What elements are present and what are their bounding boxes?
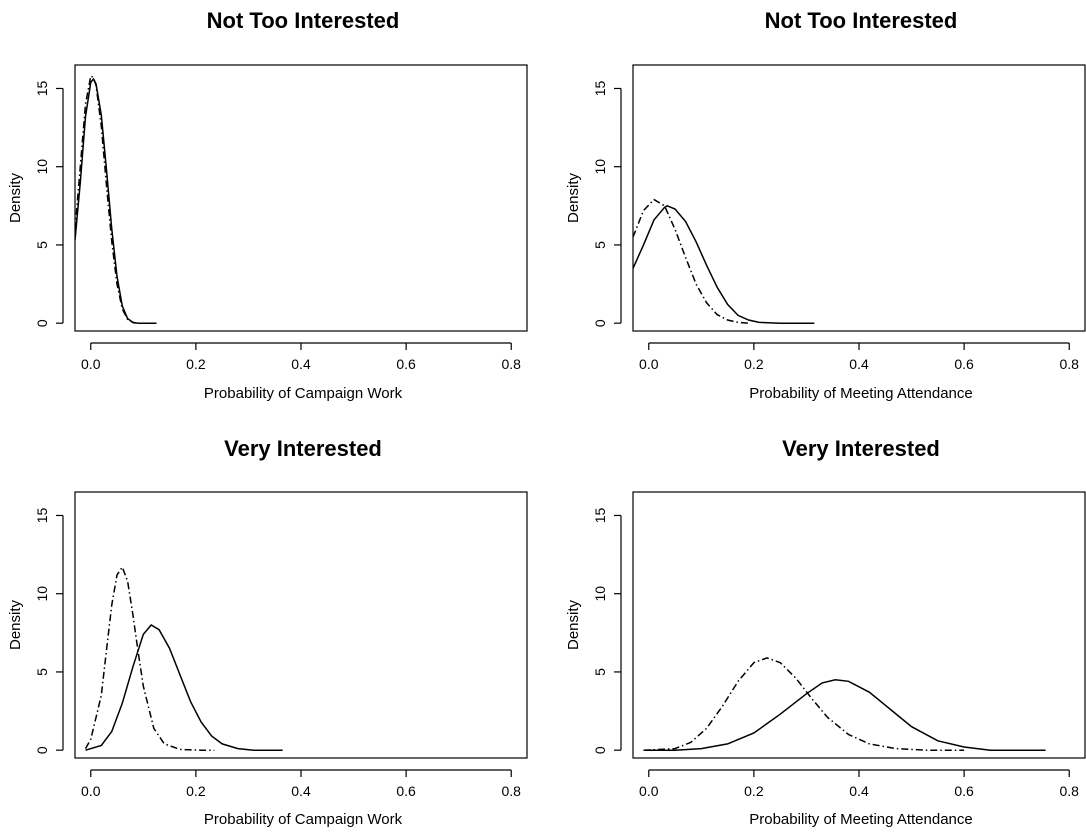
- x-axis-label: Probability of Campaign Work: [204, 385, 403, 402]
- chart-panel-3: Very Interested 0.0 0.2 0.4 0.6 0.8 Probabilit…: [7, 436, 528, 828]
- x-axis-label: Probability of Campaign Work: [204, 811, 403, 828]
- y-axis-label: Density: [7, 599, 24, 650]
- y-tick-label: 15: [592, 80, 608, 96]
- x-tick-label: 0.6: [954, 783, 974, 799]
- density-curve-dashdot: [75, 74, 136, 324]
- y-tick-label: 5: [34, 668, 50, 676]
- density-curve-solid: [633, 204, 815, 324]
- x-tick-label: 0.8: [501, 783, 521, 799]
- x-axis-label: Probability of Meeting Attendance: [749, 811, 972, 828]
- x-tick-label: 0.4: [291, 783, 311, 799]
- panel-title: Very Interested: [782, 436, 940, 461]
- y-axis-label: Density: [565, 599, 582, 650]
- density-curve-solid: [85, 624, 283, 751]
- plot-frame: [632, 491, 1086, 759]
- y-tick-label: 5: [592, 668, 608, 676]
- x-tick-label: 0.0: [639, 356, 659, 372]
- y-axis-label: Density: [565, 172, 582, 223]
- y-axis-label: Density: [7, 172, 24, 223]
- density-curve-dashdot: [643, 657, 965, 751]
- density-curve-solid: [643, 679, 1046, 751]
- x-tick-label: 0.8: [1059, 356, 1079, 372]
- x-axis-label: Probability of Meeting Attendance: [749, 385, 972, 402]
- y-tick-label: 15: [34, 507, 50, 523]
- x-tick-label: 0.4: [849, 356, 869, 372]
- x-tick-label: 0.2: [186, 356, 206, 372]
- x-tick-label: 0.4: [291, 356, 311, 372]
- x-tick-label: 0.8: [1059, 783, 1079, 799]
- y-tick-label: 0: [592, 319, 608, 327]
- density-curve-solid: [75, 77, 157, 324]
- y-tick-label: 5: [34, 241, 50, 249]
- x-tick-label: 0.6: [954, 356, 974, 372]
- y-tick-label: 15: [592, 507, 608, 523]
- panel-title: Not Too Interested: [765, 8, 958, 33]
- y-tick-label: 0: [34, 746, 50, 754]
- x-tick-label: 0.2: [186, 783, 206, 799]
- y-tick-label: 10: [592, 159, 608, 175]
- plot-frame: [632, 64, 1086, 332]
- y-tick-label: 10: [34, 159, 50, 175]
- density-curve-dashdot: [633, 198, 749, 324]
- x-tick-label: 0.8: [501, 356, 521, 372]
- y-tick-label: 0: [592, 746, 608, 754]
- x-tick-label: 0.6: [396, 783, 416, 799]
- panel-title: Very Interested: [224, 436, 382, 461]
- x-tick-label: 0.6: [396, 356, 416, 372]
- chart-panel-2: Not Too Interested 0.0 0.2 0.4 0.6 0.8 Probabi…: [565, 8, 1086, 402]
- y-tick-label: 10: [34, 586, 50, 602]
- x-tick-label: 0.2: [744, 356, 764, 372]
- density-curve-dashdot: [84, 565, 215, 751]
- plot-frame: [74, 491, 528, 759]
- panel-title: Not Too Interested: [207, 8, 400, 33]
- x-tick-label: 0.0: [639, 783, 659, 799]
- chart-panel-1: Not Too Interested 0.0 0.2 0.4 0.6 0.8 Probabi…: [7, 8, 528, 402]
- x-tick-label: 0.0: [81, 356, 101, 372]
- y-tick-label: 15: [34, 80, 50, 96]
- y-tick-label: 10: [592, 586, 608, 602]
- x-tick-label: 0.4: [849, 783, 869, 799]
- plot-frame: [74, 64, 528, 332]
- x-tick-label: 0.0: [81, 783, 101, 799]
- x-tick-label: 0.2: [744, 783, 764, 799]
- chart-panel-4: Very Interested 0.0 0.2 0.4 0.6 0.8 Probabilit…: [565, 436, 1086, 828]
- y-tick-label: 5: [592, 241, 608, 249]
- y-tick-label: 0: [34, 319, 50, 327]
